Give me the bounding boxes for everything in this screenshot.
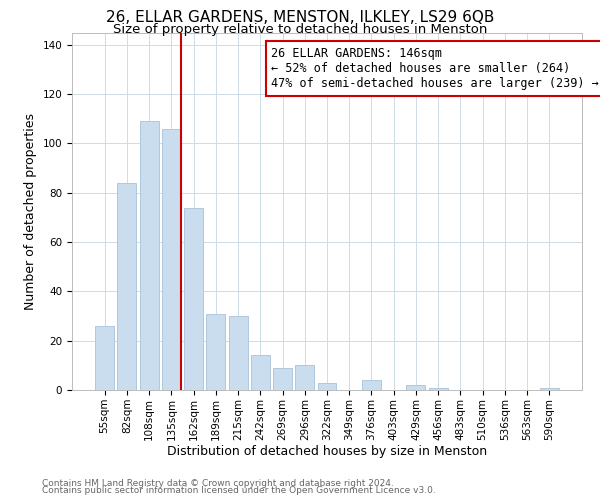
Bar	[251, 356, 270, 390]
X-axis label: Distribution of detached houses by size in Menston: Distribution of detached houses by size …	[167, 446, 487, 458]
Bar	[229, 316, 248, 390]
Bar	[184, 208, 203, 390]
Text: Contains HM Land Registry data © Crown copyright and database right 2024.: Contains HM Land Registry data © Crown c…	[42, 478, 394, 488]
Y-axis label: Number of detached properties: Number of detached properties	[24, 113, 37, 310]
Bar	[273, 368, 292, 390]
Bar	[95, 326, 114, 390]
Bar	[429, 388, 448, 390]
Text: 26 ELLAR GARDENS: 146sqm
← 52% of detached houses are smaller (264)
47% of semi-: 26 ELLAR GARDENS: 146sqm ← 52% of detach…	[271, 48, 599, 90]
Text: 26, ELLAR GARDENS, MENSTON, ILKLEY, LS29 6QB: 26, ELLAR GARDENS, MENSTON, ILKLEY, LS29…	[106, 10, 494, 25]
Bar	[406, 385, 425, 390]
Text: Contains public sector information licensed under the Open Government Licence v3: Contains public sector information licen…	[42, 486, 436, 495]
Bar	[540, 388, 559, 390]
Bar	[206, 314, 225, 390]
Bar	[295, 366, 314, 390]
Bar	[140, 122, 158, 390]
Text: Size of property relative to detached houses in Menston: Size of property relative to detached ho…	[113, 22, 487, 36]
Bar	[162, 128, 181, 390]
Bar	[317, 382, 337, 390]
Bar	[362, 380, 381, 390]
Bar	[118, 183, 136, 390]
